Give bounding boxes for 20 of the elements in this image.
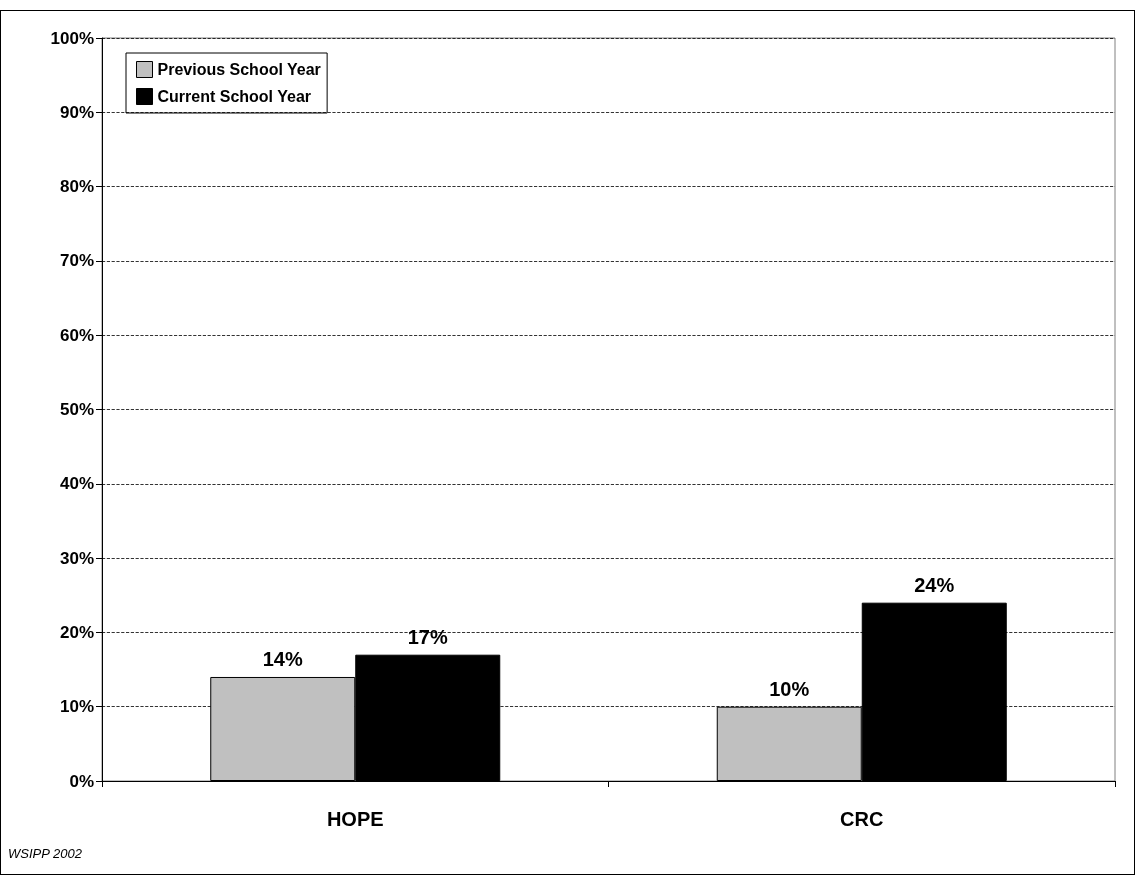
data-label: 10% (769, 677, 810, 700)
data-label: 24% (914, 573, 955, 596)
data-label: 17% (407, 625, 448, 648)
y-tick-label: 0% (69, 771, 94, 791)
y-tick-label: 30% (59, 548, 94, 568)
y-tick-label: 70% (59, 251, 94, 271)
data-label: 14% (262, 647, 303, 670)
y-tick-label: 20% (59, 622, 94, 642)
y-tick-label: 60% (59, 325, 94, 345)
y-tick-label: 40% (59, 474, 94, 494)
text: WSIPP 2002 (8, 846, 82, 861)
x-tick-label: CRC (840, 808, 884, 830)
y-tick-label: 90% (59, 102, 94, 122)
y-tick-label: 10% (59, 697, 94, 717)
x-tick-label: HOPE (326, 808, 384, 830)
y-tick-label: 80% (59, 177, 94, 197)
y-tick-label: 100% (50, 28, 94, 48)
legend-label: Previous School Year (157, 61, 321, 78)
legend-label: Current School Year (157, 88, 312, 105)
y-tick-label: 50% (59, 400, 94, 419)
